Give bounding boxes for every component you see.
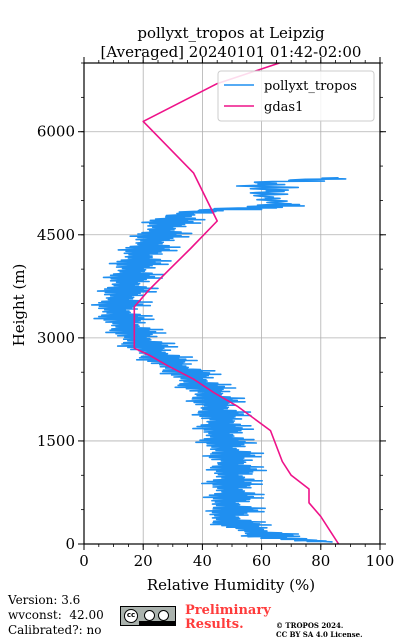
x-tick-label: 80	[311, 552, 330, 570]
preliminary-label: Preliminary	[185, 603, 271, 618]
legend-label: gdas1	[264, 100, 303, 115]
badge-strip	[139, 621, 175, 626]
cc-icon: cc	[124, 609, 138, 623]
wvconst-text: wvconst: 42.00	[8, 608, 104, 622]
sa-icon	[158, 610, 169, 621]
chart-subtitle: [Averaged] 20240101 01:42-02:00	[101, 43, 362, 61]
cc-by-sa-badge: cc	[120, 606, 176, 626]
y-tick-label: 6000	[37, 123, 75, 141]
copyright-text: © TROPOS 2024.	[276, 621, 344, 630]
series-line-gdas1	[133, 63, 340, 544]
y-tick-label: 3000	[37, 329, 75, 347]
x-axis-label: Relative Humidity (%)	[147, 576, 315, 594]
y-tick-label: 0	[65, 535, 75, 553]
x-tick-label: 100	[366, 552, 395, 570]
axes: 0 20 40 60 80 100 0 1500 3000 4500 6000	[37, 57, 395, 570]
license-text: CC BY SA 4.0 License.	[276, 630, 363, 639]
series-line-pollyxt-tropos	[90, 177, 347, 543]
y-axis-label: Height (m)	[10, 264, 28, 347]
series-layer	[90, 63, 347, 544]
legend: pollyxt_tropos gdas1	[217, 70, 375, 122]
version-text: Version: 3.6	[8, 593, 81, 607]
legend-label: pollyxt_tropos	[264, 79, 357, 94]
legend-box	[217, 70, 375, 122]
by-icon	[144, 610, 155, 621]
y-tick-label: 1500	[37, 432, 75, 450]
y-tick-label: 4500	[37, 226, 75, 244]
results-label: Results.	[185, 617, 244, 632]
x-tick-label: 20	[134, 552, 153, 570]
calibrated-text: Calibrated?: no	[8, 623, 102, 637]
x-tick-label: 0	[79, 552, 89, 570]
plot-frame	[83, 62, 381, 545]
x-tick-label: 60	[252, 552, 271, 570]
x-tick-label: 40	[193, 552, 212, 570]
rh-profile-chart: pollyxt_tropos at Leipzig [Averaged] 202…	[10, 24, 395, 594]
chart-title: pollyxt_tropos at Leipzig	[137, 24, 325, 42]
